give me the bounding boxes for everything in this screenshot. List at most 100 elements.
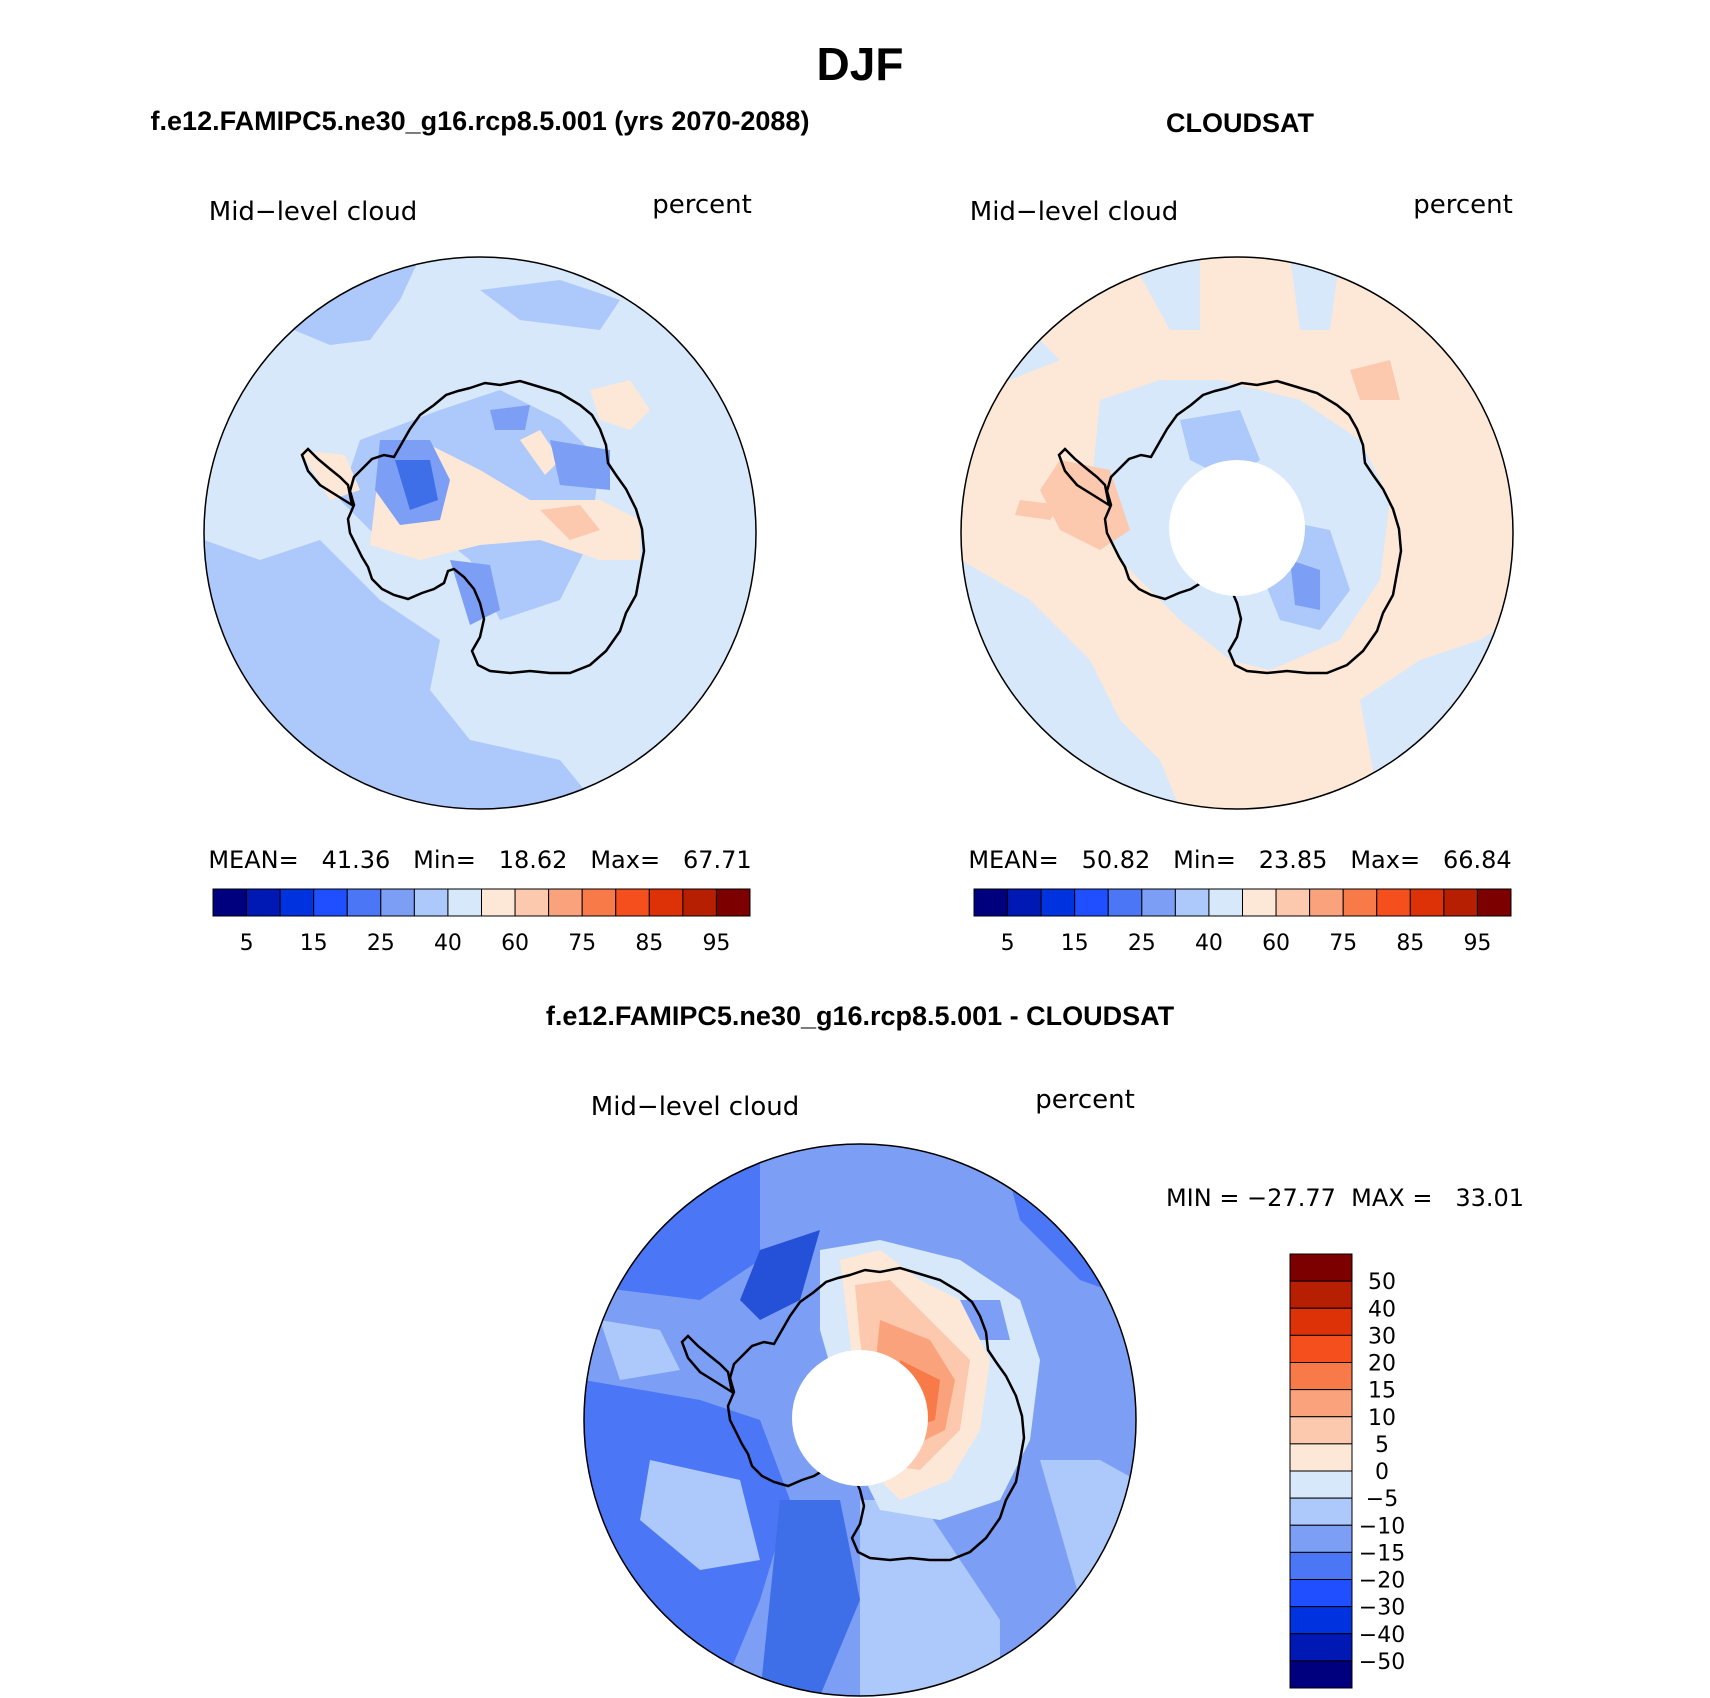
diff-panel-title: f.e12.FAMIPC5.ne30_g16.rcp8.5.001 - CLOU…	[546, 1001, 1175, 1031]
diff-colorbar-label: 5	[1375, 1433, 1389, 1458]
obs-colorbar-swatch	[1040, 888, 1076, 917]
obs-colorbar-swatch	[1376, 888, 1411, 917]
diff-colorbar-label: −20	[1359, 1569, 1405, 1594]
diff-colorbar-label: −10	[1359, 1514, 1405, 1539]
main-title: DJF	[817, 38, 904, 90]
diff-colorbar-swatch	[1289, 1606, 1353, 1635]
obs-colorbar-swatch	[1476, 888, 1512, 917]
diff-colorbar-label: −30	[1359, 1596, 1405, 1621]
model-units-label: percent	[652, 190, 752, 220]
model-map-boundary	[203, 256, 757, 810]
diff-colorbar-swatch	[1289, 1334, 1353, 1363]
diff-stats: MIN = −27.77 MAX = 33.01	[1166, 1184, 1524, 1212]
diff-map-boundary	[583, 1143, 1137, 1697]
model-colorbar-label: 5	[240, 931, 254, 956]
diff-colorbar-label: 10	[1368, 1406, 1396, 1431]
model-colorbar-swatch	[715, 888, 751, 917]
obs-variable-label: Mid−level cloud	[970, 197, 1178, 227]
model-map-field	[204, 257, 756, 809]
model-colorbar-label: 15	[300, 931, 328, 956]
obs-units-label: percent	[1413, 190, 1513, 220]
model-colorbar-swatch	[648, 888, 684, 917]
diff-colorbar-label: −50	[1359, 1650, 1405, 1675]
diff-pole-hole	[792, 1350, 928, 1486]
model-colorbar-swatch	[413, 888, 449, 917]
diff-colorbar-swatch	[1289, 1307, 1353, 1336]
diff-colorbar-swatch	[1289, 1416, 1353, 1445]
model-colorbar-label: 75	[568, 931, 596, 956]
obs-colorbar-swatch	[1443, 888, 1478, 917]
obs-colorbar-label: 85	[1396, 931, 1424, 956]
diff-colorbar-swatch	[1289, 1660, 1353, 1689]
model-colorbar-swatch	[682, 888, 717, 917]
obs-colorbar-swatch	[1074, 888, 1109, 917]
diff-colorbar-swatch	[1289, 1497, 1353, 1526]
obs-colorbar-swatch	[1174, 888, 1210, 917]
diff-colorbar-label: 15	[1368, 1379, 1396, 1404]
diff-colorbar-swatch	[1289, 1524, 1353, 1553]
diff-colorbar-label: 0	[1375, 1460, 1389, 1485]
obs-colorbar-label: 5	[1001, 931, 1015, 956]
diff-colorbar-label: 40	[1368, 1297, 1396, 1322]
diff-colorbar-swatch	[1289, 1470, 1353, 1499]
obs-colorbar-label: 60	[1262, 931, 1290, 956]
model-colorbar-swatch	[447, 888, 482, 917]
model-colorbar-label: 25	[367, 931, 395, 956]
diff-colorbar-swatch	[1289, 1389, 1353, 1418]
obs-colorbar-label: 15	[1061, 931, 1089, 956]
model-stats: MEAN= 41.36 Min= 18.62 Max= 67.71	[208, 846, 751, 874]
obs-colorbar-swatch	[1309, 888, 1344, 917]
model-colorbar-label: 60	[501, 931, 529, 956]
obs-colorbar-swatch	[1007, 888, 1042, 917]
obs-colorbar-swatch	[1409, 888, 1445, 917]
diff-colorbar-swatch	[1289, 1579, 1353, 1608]
diff-colorbar-swatch	[1289, 1280, 1353, 1309]
obs-colorbar-swatch	[1242, 888, 1277, 917]
diff-colorbar-swatch	[1289, 1633, 1353, 1662]
diff-map-field	[584, 1144, 1136, 1696]
obs-panel: Mid−level cloud percent MEAN= 50.82 Min=…	[960, 190, 1514, 956]
diff-colorbar-label: −40	[1359, 1623, 1405, 1648]
obs-colorbar: 5 15 25 40 60 75 85 95	[973, 888, 1512, 956]
obs-colorbar-swatch	[1208, 888, 1243, 917]
model-colorbar-swatch	[548, 888, 583, 917]
obs-map-boundary	[960, 256, 1514, 810]
diff-colorbar-label: 30	[1368, 1324, 1396, 1349]
diff-colorbar-swatch	[1289, 1253, 1353, 1282]
diff-colorbar-label: −5	[1366, 1487, 1398, 1512]
model-colorbar-swatch	[313, 888, 348, 917]
obs-stats: MEAN= 50.82 Min= 23.85 Max= 66.84	[968, 846, 1511, 874]
obs-pole-hole	[1169, 460, 1305, 596]
model-colorbar-label: 85	[635, 931, 663, 956]
model-panel: Mid−level cloud percent MEAN= 41.36 Min=…	[203, 190, 757, 956]
obs-colorbar-label: 25	[1128, 931, 1156, 956]
obs-map-field	[961, 257, 1513, 809]
model-colorbar-swatch	[514, 888, 550, 917]
obs-colorbar-label: 40	[1195, 931, 1223, 956]
model-variable-label: Mid−level cloud	[209, 197, 417, 227]
diff-colorbar-swatch	[1289, 1362, 1353, 1391]
diff-colorbar-label: 20	[1368, 1352, 1396, 1377]
obs-colorbar-label: 95	[1463, 931, 1491, 956]
diff-colorbar-label: −15	[1359, 1541, 1405, 1566]
obs-colorbar-swatch	[1141, 888, 1176, 917]
obs-panel-title: CLOUDSAT	[1166, 108, 1314, 138]
obs-colorbar-swatch	[1107, 888, 1143, 917]
obs-colorbar-swatch	[1342, 888, 1378, 917]
obs-colorbar-swatch	[973, 888, 1009, 917]
diff-colorbar-swatch	[1289, 1551, 1353, 1580]
model-panel-title: f.e12.FAMIPC5.ne30_g16.rcp8.5.001 (yrs 2…	[151, 106, 810, 136]
diff-units-label: percent	[1035, 1085, 1135, 1115]
model-colorbar-swatch	[615, 888, 650, 917]
diff-panel: Mid−level cloud percent MIN = −27.77 MAX…	[583, 1085, 1524, 1697]
model-colorbar-swatch	[581, 888, 617, 917]
model-colorbar-swatch	[279, 888, 315, 917]
obs-colorbar-label: 75	[1329, 931, 1357, 956]
model-colorbar-label: 40	[434, 931, 462, 956]
diff-colorbar-label: 50	[1368, 1270, 1396, 1295]
model-colorbar: 5 15 25 40 60 75 85 95	[212, 888, 751, 956]
model-colorbar-swatch	[212, 888, 248, 917]
model-colorbar-swatch	[346, 888, 382, 917]
diff-colorbar-swatch	[1289, 1443, 1353, 1472]
